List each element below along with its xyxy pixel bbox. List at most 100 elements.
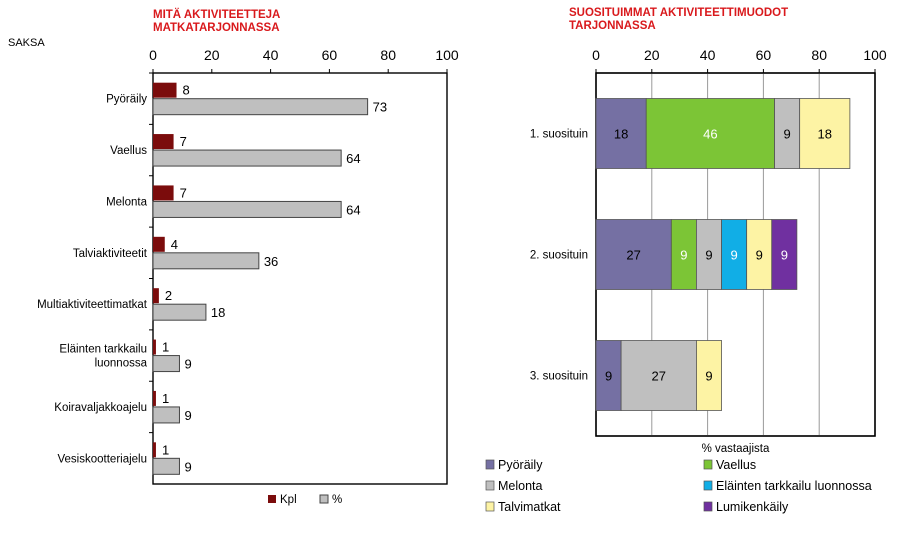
segment-py-r-ily [595, 98, 647, 169]
kpl-bar [153, 185, 174, 201]
right-category-label: 2. suosituin [530, 250, 588, 262]
kpl-bar [153, 390, 156, 406]
segment-value-label: 18 [818, 127, 832, 142]
left-x-tick-label: 60 [322, 47, 338, 63]
left-legend-label: % [332, 494, 342, 506]
left-legend-label: Kpl [280, 494, 297, 506]
kpl-value-label: 2 [165, 288, 172, 303]
kpl-value-label: 7 [180, 185, 187, 200]
right-x-tick-label: 40 [700, 47, 716, 63]
segment-value-label: 9 [680, 248, 687, 263]
right-legend-label: Talvimatkat [498, 500, 561, 514]
percent-bar [152, 98, 369, 116]
left-category-label: Pyöräily [106, 94, 147, 106]
kpl-bar [153, 442, 156, 458]
segment-value-label: 27 [626, 248, 640, 263]
left-x-tick-label: 20 [204, 47, 220, 63]
segment-melonta [620, 340, 697, 411]
segment-lumikenk-ily [771, 219, 798, 290]
segment-value-label: 46 [703, 127, 717, 142]
kpl-value-label: 8 [183, 83, 190, 98]
segment-value-label: 9 [705, 248, 712, 263]
left-chart-title: MITÄ AKTIVITEETTEJA MATKATARJONNASSA [153, 9, 280, 35]
kpl-value-label: 1 [162, 442, 169, 457]
kpl-value-label: 1 [162, 340, 169, 355]
segment-talvimatkat [799, 98, 851, 169]
segment-value-label: 9 [705, 369, 712, 384]
left-category-label: Eläinten tarkkailu [59, 344, 147, 356]
right-chart-title-line-1: SUOSITUIMMAT AKTIVITEETTIMUODOT [569, 7, 789, 19]
right-legend-swatch-el-inten-tarkkailu-luonnossa [703, 480, 713, 491]
right-legend-label: Pyöräily [498, 458, 543, 472]
percent-bar [152, 355, 180, 373]
percent-bar [152, 149, 342, 167]
right-x-tick-label: 0 [592, 47, 600, 63]
segment-py-r-ily [595, 340, 622, 411]
percent-value-label: 18 [211, 305, 225, 320]
right-chart-title: SUOSITUIMMAT AKTIVITEETTIMUODOT TARJONNA… [569, 7, 788, 33]
kpl-bar [153, 288, 159, 304]
left-category-label: Vesiskootteriajelu [58, 453, 148, 465]
right-category-label: 1. suosituin [530, 129, 588, 141]
percent-bar [152, 406, 180, 424]
segment-py-r-ily [595, 219, 672, 290]
percent-bar [152, 252, 260, 270]
kpl-value-label: 7 [180, 134, 187, 149]
segment-value-label: 9 [605, 369, 612, 384]
kpl-bar [153, 82, 177, 98]
percent-value-label: 9 [184, 408, 191, 423]
left-plot-frame [152, 72, 448, 485]
right-legend-swatch-melonta [485, 480, 495, 491]
left-x-tick-label: 0 [149, 47, 157, 63]
segment-value-label: 9 [730, 248, 737, 263]
percent-value-label: 73 [373, 100, 387, 115]
segment-value-label: 18 [614, 127, 628, 142]
left-x-tick-label: 40 [263, 47, 279, 63]
right-legend-swatch-talvimatkat [485, 501, 495, 512]
left-category-label: Vaellus [110, 145, 147, 157]
left-category-label: luonnossa [95, 358, 148, 370]
right-legend-swatch-py-r-ily [485, 459, 495, 470]
right-stacked-bar-chart: 0 20 40 60 80 100 1. suosituin 18 46 9 18 2. suosit… [485, 47, 887, 514]
segment-value-label: 9 [756, 248, 763, 263]
right-legend-swatch-lumikenk-ily [703, 501, 713, 512]
country-label: SAKSA [8, 37, 45, 49]
percent-value-label: 9 [184, 459, 191, 474]
right-x-tick-label: 100 [863, 47, 887, 63]
right-chart-title-line-2: TARJONNASSA [569, 20, 656, 32]
segment-vaellus [645, 98, 775, 169]
percent-value-label: 36 [264, 254, 278, 269]
kpl-bar [153, 339, 156, 355]
right-x-tick-label: 20 [644, 47, 660, 63]
left-category-label: Multiaktiviteettimatkat [37, 299, 148, 311]
kpl-bar [153, 236, 165, 252]
kpl-value-label: 4 [171, 237, 178, 252]
right-legend-swatch-vaellus [703, 459, 713, 470]
right-legend-label: Vaellus [716, 458, 756, 472]
left-bar-chart: 0 20 40 60 80 100 Pyöräily 8 73 Vaellus 7 64 Melonta… [37, 47, 459, 506]
segment-el-inten-tarkkailu-luonnossa [721, 219, 748, 290]
segment-value-label: 27 [652, 369, 666, 384]
right-x-axis-title: % vastaajista [702, 443, 770, 455]
right-legend-label: Eläinten tarkkailu luonnossa [716, 479, 872, 493]
left-chart-title-line-2: MATKATARJONNASSA [153, 22, 280, 34]
segment-talvimatkat [696, 340, 722, 411]
right-legend-label: Lumikenkäily [716, 500, 789, 514]
segment-melonta [774, 98, 801, 169]
segment-value-label: 9 [783, 127, 790, 142]
left-legend-swatch [319, 494, 329, 504]
left-legend-swatch [268, 495, 276, 503]
percent-value-label: 9 [184, 357, 191, 372]
left-category-label: Talviaktiviteetit [73, 248, 148, 260]
percent-bar [152, 200, 342, 218]
segment-melonta [696, 219, 722, 290]
right-legend-label: Melonta [498, 479, 543, 493]
left-category-label: Koiravaljakkoajelu [54, 402, 147, 414]
segment-value-label: 9 [781, 248, 788, 263]
percent-value-label: 64 [346, 202, 360, 217]
kpl-value-label: 1 [162, 391, 169, 406]
right-x-tick-label: 80 [811, 47, 827, 63]
left-category-label: Melonta [106, 196, 148, 208]
segment-talvimatkat [746, 219, 773, 290]
right-category-label: 3. suosituin [530, 371, 588, 383]
